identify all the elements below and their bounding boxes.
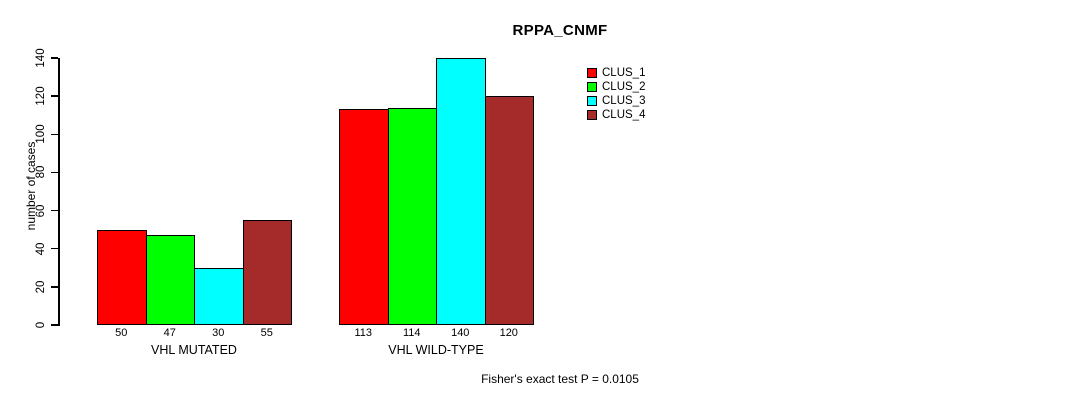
bar-vhl-mutated-clus-3 [194, 267, 244, 325]
legend-item-clus-3: CLUS_3 [587, 94, 645, 108]
bar-vhl-wild-type-clus-4 [484, 96, 534, 325]
bar-vhl-wild-type-clus-2 [387, 107, 437, 325]
y-axis-tick-label: 60 [35, 204, 47, 217]
group-label-vhl-wild-type: VHL WILD-TYPE [388, 343, 484, 357]
bar-vhl-mutated-clus-2 [145, 235, 195, 325]
y-axis-tick-label: 100 [35, 124, 47, 144]
legend-swatch-clus-1 [587, 68, 597, 78]
bar-value-label-vhl-mutated-clus-3: 30 [212, 327, 225, 339]
y-axis-tick [51, 324, 58, 326]
y-axis-tick-label: 40 [35, 242, 47, 256]
bar-vhl-mutated-clus-1 [97, 229, 147, 325]
y-axis-tick [51, 95, 58, 97]
y-axis-tick [51, 247, 58, 250]
chart-title: RPPA_CNMF [512, 22, 608, 39]
fisher-test-annotation: Fisher's exact test P = 0.0105 [481, 372, 639, 386]
bar-value-label-vhl-mutated-clus-1: 50 [115, 327, 128, 339]
y-axis-tick-label: 120 [35, 86, 47, 106]
bar-vhl-wild-type-clus-1 [339, 109, 389, 325]
bar-value-label-vhl-mutated-clus-4: 55 [260, 327, 273, 339]
y-axis-tick-label: 80 [35, 166, 47, 179]
y-axis-tick [51, 209, 58, 212]
bar-value-label-vhl-mutated-clus-2: 47 [163, 327, 176, 339]
legend-swatch-clus-2 [587, 82, 597, 92]
y-axis-line [58, 58, 60, 326]
legend-item-clus-2: CLUS_2 [587, 80, 645, 94]
y-axis-tick [51, 57, 58, 59]
bar-value-label-vhl-wild-type-clus-1: 113 [354, 327, 373, 339]
y-axis-tick [51, 286, 58, 288]
legend-label-clus-4: CLUS_4 [602, 109, 646, 121]
y-axis-tick [51, 171, 58, 174]
legend-item-clus-1: CLUS_1 [587, 66, 645, 80]
legend-swatch-clus-3 [587, 96, 597, 106]
legend-swatch-clus-4 [587, 110, 597, 120]
bar-vhl-mutated-clus-4 [242, 220, 292, 325]
bar-value-label-vhl-wild-type-clus-3: 140 [451, 327, 470, 339]
legend-label-clus-2: CLUS_2 [602, 81, 646, 93]
y-axis-tick-label: 0 [35, 321, 47, 329]
legend-label-clus-1: CLUS_1 [602, 67, 646, 79]
y-axis-tick-label: 20 [35, 280, 47, 294]
bar-value-label-vhl-wild-type-clus-2: 114 [402, 327, 421, 339]
legend-label-clus-3: CLUS_3 [602, 95, 646, 107]
y-axis-tick [51, 133, 58, 136]
group-label-vhl-mutated: VHL MUTATED [151, 343, 237, 357]
bar-vhl-wild-type-clus-3 [436, 58, 486, 325]
bar-value-label-vhl-wild-type-clus-4: 120 [499, 327, 518, 339]
y-axis-tick-label: 140 [35, 48, 47, 68]
legend: CLUS_1 CLUS_2 CLUS_3 CLUS_4 [587, 66, 645, 122]
legend-item-clus-4: CLUS_4 [587, 108, 645, 122]
